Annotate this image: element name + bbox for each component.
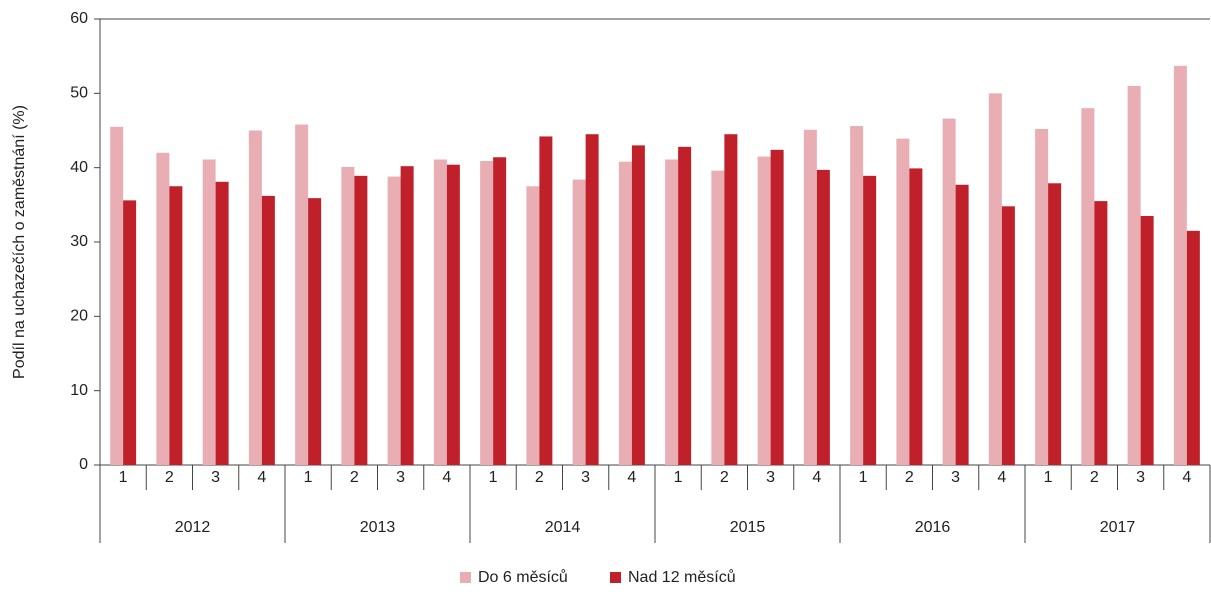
x-tick-label: 4 <box>442 469 451 486</box>
group-label: 2012 <box>175 519 211 536</box>
bar <box>261 195 275 465</box>
bar <box>1035 129 1049 465</box>
bar <box>1001 206 1015 465</box>
bar <box>1094 201 1108 465</box>
bar <box>341 166 355 465</box>
bar <box>803 129 817 466</box>
bar <box>1186 230 1200 465</box>
x-tick-label: 4 <box>1182 469 1191 486</box>
x-tick-label: 2 <box>905 469 914 486</box>
bar <box>757 156 771 465</box>
bar <box>711 170 725 465</box>
y-tick-label: 60 <box>70 10 88 27</box>
bar <box>896 138 910 465</box>
x-tick-label: 1 <box>1044 469 1053 486</box>
bar <box>572 179 586 465</box>
x-tick-label: 1 <box>674 469 683 486</box>
bar <box>215 181 229 466</box>
x-tick-label: 3 <box>211 469 220 486</box>
bar <box>387 176 401 465</box>
x-tick-label: 1 <box>304 469 313 486</box>
bar <box>618 161 632 465</box>
x-tick-label: 3 <box>396 469 405 486</box>
x-tick-label: 2 <box>535 469 544 486</box>
bar <box>354 175 368 466</box>
x-tick-label: 4 <box>627 469 636 486</box>
bar <box>123 200 137 465</box>
bar <box>631 145 645 465</box>
bar <box>863 175 877 466</box>
y-axis-title: Podíl na uchazečích o zaměstnání (%) <box>11 105 28 379</box>
y-tick-label: 50 <box>70 85 88 102</box>
bar <box>988 93 1002 465</box>
bar <box>770 149 784 465</box>
y-tick-label: 30 <box>70 233 88 250</box>
x-tick-label: 2 <box>720 469 729 486</box>
bar <box>156 152 170 466</box>
bar <box>665 159 679 466</box>
x-tick-label: 3 <box>1136 469 1145 486</box>
y-tick-label: 10 <box>70 382 88 399</box>
bar <box>446 164 460 465</box>
bar <box>493 157 507 465</box>
bar <box>585 134 599 465</box>
x-tick-label: 1 <box>119 469 128 486</box>
x-tick-label: 4 <box>812 469 821 486</box>
group-label: 2014 <box>545 519 581 536</box>
x-tick-label: 3 <box>581 469 590 486</box>
bar <box>1081 108 1095 465</box>
y-tick-label: 0 <box>79 456 88 473</box>
bar <box>1127 85 1141 466</box>
bar <box>850 126 864 465</box>
x-tick-label: 2 <box>350 469 359 486</box>
legend-label: Nad 12 měsíců <box>628 568 736 586</box>
bar <box>1048 183 1062 465</box>
legend-label: Do 6 měsíců <box>478 568 568 586</box>
group-label: 2013 <box>360 519 396 536</box>
bar <box>942 118 956 466</box>
bar <box>110 126 124 466</box>
y-tick-label: 20 <box>70 308 88 325</box>
bar <box>480 160 494 465</box>
x-tick-label: 2 <box>165 469 174 486</box>
bar <box>400 166 414 465</box>
x-tick-label: 3 <box>766 469 775 486</box>
bar <box>248 130 262 465</box>
bar <box>909 168 923 465</box>
group-label: 2015 <box>730 519 766 536</box>
group-label: 2017 <box>1100 519 1136 536</box>
group-label: 2016 <box>915 519 951 536</box>
bar <box>433 159 447 466</box>
bar <box>169 186 183 465</box>
bar <box>308 198 322 466</box>
x-tick-label: 1 <box>859 469 868 486</box>
legend-swatch <box>610 572 621 583</box>
bar <box>202 159 216 466</box>
bar <box>295 124 309 465</box>
legend-swatch <box>460 572 471 583</box>
bar <box>816 169 830 465</box>
x-tick-label: 3 <box>951 469 960 486</box>
bar <box>1173 65 1187 465</box>
bar <box>724 134 738 465</box>
x-tick-label: 4 <box>257 469 266 486</box>
bar <box>539 136 553 466</box>
x-tick-label: 2 <box>1090 469 1099 486</box>
bar <box>678 146 692 465</box>
bar <box>955 184 969 465</box>
bar <box>1140 215 1154 465</box>
bar <box>526 186 540 465</box>
y-tick-label: 40 <box>70 159 88 176</box>
x-tick-label: 1 <box>489 469 498 486</box>
x-tick-label: 4 <box>997 469 1006 486</box>
